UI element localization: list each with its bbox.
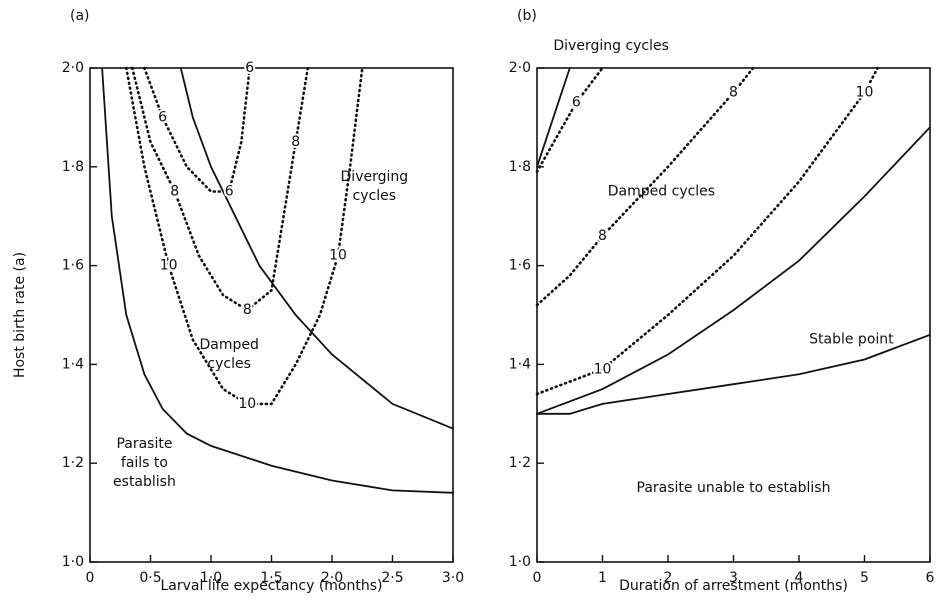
contour-line <box>535 66 604 173</box>
region-label: fails to <box>121 455 168 471</box>
contour-label: 8 <box>243 302 252 318</box>
region-label: cycles <box>353 188 396 204</box>
y-tick-label: 1·2 <box>62 455 84 471</box>
x-tick-label: 0 <box>86 570 95 586</box>
contour-label: 10 <box>160 258 178 274</box>
region-label: Damped <box>199 337 258 353</box>
x-tick-label: 4 <box>795 570 804 586</box>
x-tick-label: 2·0 <box>321 570 343 586</box>
x-tick-label: 0 <box>533 570 542 586</box>
x-tick-label: 3 <box>729 570 738 586</box>
boundary-line <box>536 67 571 168</box>
y-tick-label: 1·6 <box>509 258 531 274</box>
contour-label: 6 <box>158 109 167 125</box>
y-tick-label: 1·0 <box>62 554 84 570</box>
contour-label: 8 <box>291 134 300 150</box>
y-tick-label: 1·4 <box>62 356 84 372</box>
contour-label: 10 <box>594 361 612 377</box>
x-tick-label: 6 <box>926 570 935 586</box>
region-label: Stable point <box>809 332 894 348</box>
contour-label: 6 <box>245 60 254 76</box>
x-tick-label: 1·0 <box>200 570 222 586</box>
y-tick-label: 1·8 <box>509 159 531 175</box>
x-tick-label: 0·5 <box>139 570 161 586</box>
contour-line <box>535 66 879 396</box>
boundary-line <box>536 126 931 415</box>
x-axis-label: Duration of arrestment (months) <box>619 578 848 594</box>
y-axis-label: Host birth rate (a) <box>12 252 28 378</box>
region-label: Parasite <box>116 436 172 452</box>
contour-line <box>131 66 310 312</box>
region-label: Damped cycles <box>608 184 715 200</box>
contour-label: 6 <box>572 95 581 111</box>
contour-label: 6 <box>225 184 234 200</box>
y-tick-label: 1·8 <box>62 159 84 175</box>
y-tick-label: 2·0 <box>509 60 531 76</box>
x-tick-label: 1 <box>598 570 607 586</box>
region-label: Diverging <box>341 169 409 185</box>
y-tick-label: 1·0 <box>509 554 531 570</box>
panel-title: (b) <box>517 8 537 24</box>
region-label: establish <box>113 474 176 490</box>
boundary-line <box>536 333 931 415</box>
contour-label: 8 <box>170 184 179 200</box>
x-tick-label: 1·5 <box>260 570 282 586</box>
contour-label: 8 <box>729 85 738 101</box>
x-tick-label: 2·5 <box>381 570 403 586</box>
contour-label: 8 <box>598 228 607 244</box>
y-tick-label: 1·2 <box>509 455 531 471</box>
y-tick-label: 1·6 <box>62 258 84 274</box>
x-tick-label: 2 <box>664 570 673 586</box>
panel-title: (a) <box>70 8 90 24</box>
x-tick-label: 5 <box>860 570 869 586</box>
boundary-line <box>101 67 454 494</box>
contour-line <box>535 66 755 307</box>
contour-label: 10 <box>856 85 874 101</box>
region-label: Diverging cycles <box>553 38 669 54</box>
y-tick-label: 1·4 <box>509 356 531 372</box>
x-axis-label: Larval life expectancy (months) <box>161 578 383 594</box>
contour-line <box>125 66 364 406</box>
region-label: cycles <box>207 356 250 372</box>
contour-line <box>143 66 251 193</box>
contour-label: 10 <box>329 248 347 264</box>
x-tick-label: 3·0 <box>442 570 464 586</box>
contour-label: 10 <box>238 396 256 412</box>
boundary-line <box>179 67 454 430</box>
y-tick-label: 2·0 <box>62 60 84 76</box>
region-label: Parasite unable to establish <box>637 480 831 496</box>
